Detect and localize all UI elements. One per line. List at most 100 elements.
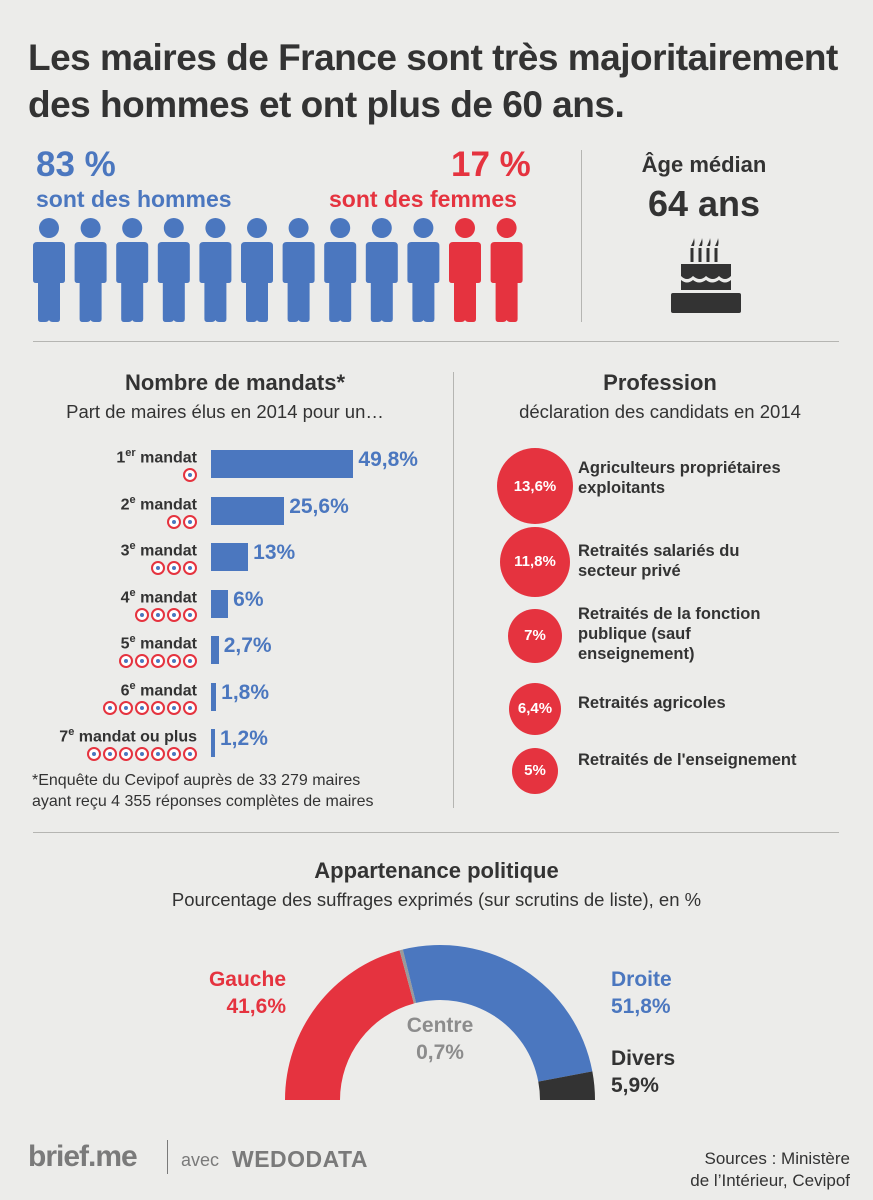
mandat-count-icons [101,700,197,715]
mandat-row: 1er mandat 49,8% [0,447,450,493]
cocarde-icon [167,607,181,622]
woman-figure-icon [449,218,481,322]
mandat-row: 6e mandat 1,8% [0,679,450,726]
mandat-value-label: 25,6% [289,494,349,518]
mandat-count-icons [165,514,197,529]
man-figure-icon [157,218,190,322]
mandat-count-icons [117,654,197,668]
mandat-bar [211,682,217,711]
mandat-label: 1er mandat [116,447,197,467]
partner-logo: WEDODATA [232,1146,369,1172]
droite-segment [402,945,593,1082]
cocarde-icon [167,514,181,529]
cocarde-icon [183,700,197,715]
profession-label: Retraités salariés du secteur privé [578,542,740,580]
profession-circle: 5% [511,747,559,795]
cocarde-icon [135,607,149,622]
footnote-line: ayant reçu 4 355 réponses complètes de m… [32,793,374,810]
divers-value: 5,9% [611,1074,659,1097]
mandat-label: 4e mandat [120,586,197,606]
mandat-bar [211,496,285,525]
cocarde-icon [151,700,165,715]
cocarde-icon [183,468,197,482]
woman-figure-icon [490,218,523,322]
gauche-value: 41,6% [226,995,286,1018]
centre-label: Centre 0,7% [380,1012,500,1066]
cocarde-icon [151,654,165,668]
man-figure-icon [324,218,357,322]
mandat-bar [211,589,229,618]
mandat-value-label: 49,8% [358,448,418,471]
profession-label: Retraités de l'enseignement [578,751,797,769]
mandat-label: 6e mandat [120,679,197,699]
cocarde-icon [135,654,149,668]
cocarde-icon [87,747,101,761]
mandat-value-label: 1,8% [221,680,270,704]
brand-logo: brief.me [28,1140,138,1173]
divider [33,832,839,833]
politique-title: Appartenance politique [314,858,559,883]
mandat-row: 5e mandat 2,7% [0,633,450,679]
women-percentage: 17 % [451,145,531,184]
gender-figures [33,218,523,322]
centre-name: Centre [406,1014,474,1037]
cocarde-icon [183,561,197,575]
birthday-cake-icon [671,238,741,313]
women-label: sont des femmes [329,186,517,212]
man-figure-icon [407,218,440,322]
cocarde-icon [183,654,197,668]
mandat-value-label: 6% [233,587,264,611]
divider [167,1140,168,1174]
mandat-bar [211,450,354,478]
man-figure-icon [365,218,398,322]
profession-circle: 6,4% [508,682,562,736]
cocarde-icon [183,514,197,529]
man-figure-icon [199,218,232,322]
sources-line: Sources : Ministère [704,1149,851,1168]
mandat-label: 7e mandat ou plus [59,726,197,746]
divider [581,150,582,322]
profession-circle: 13,6% [497,448,573,524]
gauche-label: Gauche 41,6% [190,966,286,1020]
gauche-segment [285,950,414,1100]
profession-title: Profession [603,370,717,395]
sources-line: de l’Intérieur, Cevipof [690,1171,850,1190]
men-percentage: 83 % [36,145,116,184]
divers-name: Divers [611,1047,676,1070]
cocarde-icon [151,747,165,761]
sources: Sources : Ministère de l’Intérieur, Cevi… [600,1148,850,1192]
centre-value: 0,7% [416,1041,464,1064]
mandat-label: 5e mandat [120,633,197,653]
cocarde-icon [119,700,133,715]
mandat-value-label: 13% [253,541,296,564]
droite-value: 51,8% [611,995,671,1018]
mandats-bar-chart: 1er mandat 49,8% 2e mandat 25,6% 3e mandat 13… [0,447,450,769]
mandat-count-icons [85,747,197,761]
politique-subtitle: Pourcentage des suffrages exprimés (sur … [171,889,702,910]
mandats-footnote: *Enquête du Cevipof auprès de 33 279 mai… [32,770,452,812]
profession-circle: 7% [507,608,563,664]
mandat-row: 2e mandat 25,6% [0,493,450,540]
centre-segment [399,949,417,1004]
page-title: Les maires de France sont très majoritai… [28,37,838,125]
divider [33,341,839,342]
cocarde-icon [119,747,133,761]
mandat-label: 2e mandat [120,493,197,513]
man-figure-icon [116,218,149,322]
median-age-label: Âge médian [641,152,767,177]
man-figure-icon [241,218,273,322]
footnote-line: *Enquête du Cevipof auprès de 33 279 mai… [32,772,361,789]
cocarde-icon [183,607,197,622]
cocarde-icon [135,700,149,715]
mandat-row: 3e mandat 13% [0,540,450,586]
cocarde-icon [119,654,133,668]
profession-label: Retraités de la fonction publique (sauf … [578,605,761,663]
divers-label: Divers 5,9% [611,1045,675,1099]
man-figure-icon [74,218,107,322]
mandat-bar [211,543,249,571]
mandat-count-icons [133,607,197,622]
droite-name: Droite [611,968,672,991]
profession-subtitle: déclaration des candidats en 2014 [519,401,801,422]
mandat-row: 4e mandat 6% [0,586,450,633]
profession-label: Retraités agricoles [578,694,726,712]
